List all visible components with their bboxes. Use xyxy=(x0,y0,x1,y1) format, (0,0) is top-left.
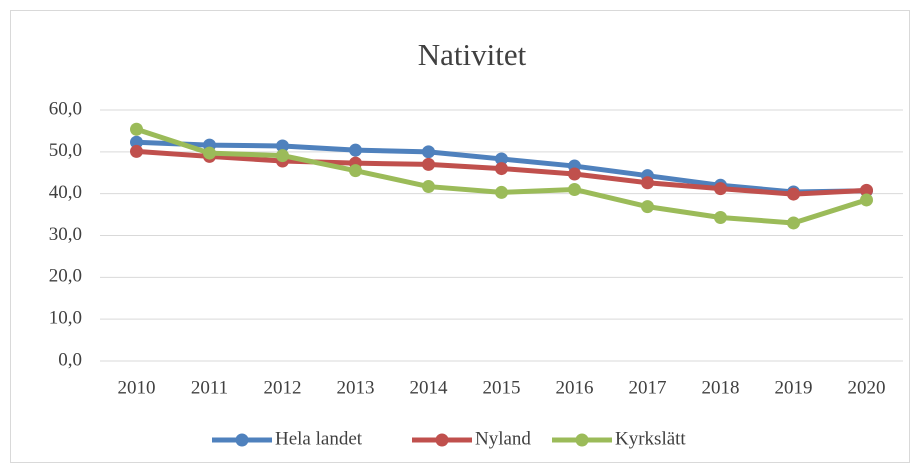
legend-marker xyxy=(575,433,589,447)
series-marker xyxy=(422,180,435,194)
x-tick-label: 2019 xyxy=(775,377,813,398)
series-marker xyxy=(422,157,435,171)
legend-label: Kyrkslätt xyxy=(615,428,686,449)
series-marker xyxy=(495,185,508,199)
y-tick-label: 20,0 xyxy=(49,266,82,287)
series-marker xyxy=(714,211,727,225)
series-marker xyxy=(787,187,800,201)
series-marker xyxy=(276,139,289,153)
x-tick-label: 2016 xyxy=(556,377,594,398)
y-tick-label: 60,0 xyxy=(49,98,82,119)
series-marker xyxy=(714,182,727,196)
legend-marker xyxy=(235,433,249,447)
x-tick-label: 2013 xyxy=(337,377,375,398)
x-tick-label: 2020 xyxy=(848,377,886,398)
chart-border xyxy=(10,10,910,463)
y-tick-label: 10,0 xyxy=(49,308,82,329)
legend-label: Hela landet xyxy=(275,428,363,449)
series-marker xyxy=(422,145,435,159)
y-tick-label: 50,0 xyxy=(49,140,82,161)
y-tick-label: 30,0 xyxy=(49,224,82,245)
series-marker xyxy=(787,216,800,230)
series-marker xyxy=(130,144,143,158)
series-marker xyxy=(130,122,143,136)
series-marker xyxy=(276,149,289,163)
series-marker xyxy=(641,176,654,190)
series-marker xyxy=(349,164,362,178)
legend-marker xyxy=(435,433,449,447)
x-tick-label: 2017 xyxy=(629,377,667,398)
x-tick-label: 2011 xyxy=(191,377,228,398)
series-marker xyxy=(349,143,362,157)
x-tick-label: 2012 xyxy=(264,377,302,398)
x-tick-label: 2018 xyxy=(702,377,740,398)
series-marker xyxy=(203,146,216,160)
series-marker xyxy=(641,200,654,214)
y-tick-label: 40,0 xyxy=(49,182,82,203)
series-marker xyxy=(568,167,581,181)
series-marker xyxy=(568,182,581,196)
series-marker xyxy=(495,162,508,176)
x-tick-label: 2010 xyxy=(118,377,156,398)
series-marker xyxy=(130,135,143,149)
series-marker xyxy=(860,183,873,197)
legend-label: Nyland xyxy=(475,428,531,449)
series-marker xyxy=(495,152,508,166)
x-tick-label: 2014 xyxy=(410,377,449,398)
chart-title: Nativitet xyxy=(418,37,527,72)
series-marker xyxy=(860,193,873,207)
y-tick-label: 0,0 xyxy=(58,349,82,370)
x-tick-label: 2015 xyxy=(483,377,521,398)
